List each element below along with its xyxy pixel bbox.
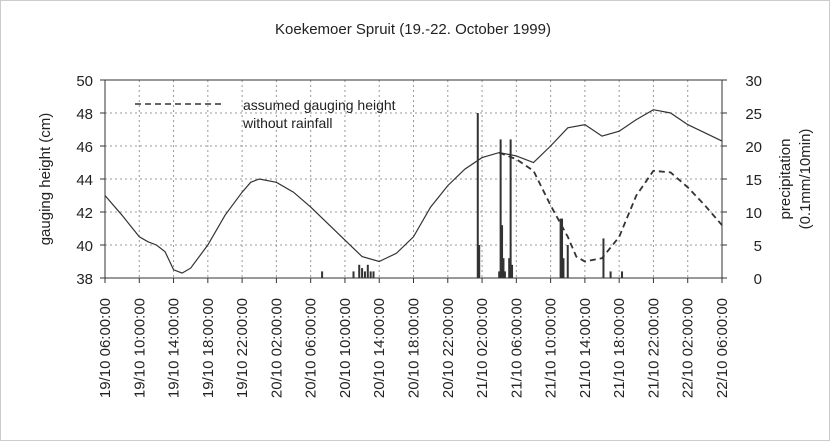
x-tick-label: 21/10 10:00:00: [543, 298, 560, 398]
precipitation-bar: [559, 218, 562, 278]
precipitation-bar: [561, 218, 564, 278]
y2-axis-label: precipitation: [777, 139, 794, 220]
x-tick-label: 21/10 14:00:00: [577, 298, 594, 398]
assumed-line: [498, 151, 723, 263]
precipitation-bar: [602, 238, 605, 278]
x-tick-label: 21/10 22:00:00: [645, 298, 662, 398]
precipitation-bar: [502, 258, 505, 278]
y-tick-label: 40: [76, 238, 93, 255]
precipitation-bar: [509, 139, 512, 278]
y2-tick-label: 30: [745, 73, 762, 90]
precipitation-bar: [503, 271, 506, 278]
y2-tick-label: 15: [745, 172, 762, 189]
y2-tick-label: 20: [745, 139, 762, 156]
x-tick-label: 20/10 14:00:00: [371, 298, 388, 398]
precipitation-bar: [369, 271, 372, 278]
y2-axis-label: (0.1mm/10min): [797, 129, 814, 230]
x-tick-label: 20/10 06:00:00: [303, 298, 320, 398]
y-tick-label: 44: [76, 172, 93, 189]
x-tick-label: 20/10 02:00:00: [268, 298, 285, 398]
chart-title: Koekemoer Spruit (19.-22. October 1999): [275, 21, 551, 38]
x-tick-label: 19/10 14:00:00: [166, 298, 183, 398]
precipitation-bar: [566, 245, 569, 278]
y-tick-label: 38: [76, 271, 93, 288]
precipitation-bar: [498, 271, 501, 278]
precipitation-bar: [352, 271, 355, 278]
precipitation-bar: [621, 271, 624, 278]
precipitation-bar: [358, 264, 361, 278]
precipitation-bar: [511, 264, 514, 278]
y-tick-label: 42: [76, 205, 93, 222]
precipitation-bar: [562, 258, 565, 278]
legend-label: assumed gauging height without rainfall: [243, 97, 396, 131]
precipitation-bar: [366, 264, 369, 278]
precipitation-bar: [372, 271, 375, 278]
y2-tick-label: 25: [745, 106, 762, 123]
x-tick-label: 21/10 18:00:00: [611, 298, 628, 398]
x-tick-label: 20/10 22:00:00: [440, 298, 457, 398]
plot-border: [104, 79, 723, 279]
y-tick-label: 48: [76, 106, 93, 123]
y2-tick-label: 10: [745, 205, 762, 222]
y-tick-label: 46: [76, 139, 93, 156]
x-tick-label: 20/10 10:00:00: [337, 298, 354, 398]
precipitation-bar: [321, 271, 324, 278]
x-tick-label: 21/10 02:00:00: [474, 298, 491, 398]
x-tick-label: 19/10 22:00:00: [234, 298, 251, 398]
precipitation-bar: [609, 271, 612, 278]
precipitation-bar: [478, 245, 481, 278]
x-tick-label: 19/10 06:00:00: [97, 298, 114, 398]
gauging-line: [104, 109, 723, 274]
x-tick-label: 19/10 18:00:00: [200, 298, 217, 398]
precipitation-bar: [499, 139, 502, 278]
x-tick-label: 22/10 02:00:00: [680, 298, 697, 398]
x-tick-label: 21/10 06:00:00: [508, 298, 525, 398]
x-tick-label: 22/10 06:00:00: [714, 298, 731, 398]
y-axis-label: gauging height (cm): [37, 113, 54, 246]
y2-tick-label: 5: [754, 238, 762, 255]
precipitation-bar: [508, 258, 511, 278]
precipitation-bar: [476, 113, 479, 278]
precipitation-bar: [363, 271, 366, 278]
precipitation-bar: [501, 225, 504, 278]
precipitation-bar: [361, 268, 364, 278]
x-tick-label: 20/10 18:00:00: [406, 298, 423, 398]
y2-tick-label: 0: [754, 271, 762, 288]
y-tick-label: 50: [76, 73, 93, 90]
x-tick-label: 19/10 10:00:00: [131, 298, 148, 398]
